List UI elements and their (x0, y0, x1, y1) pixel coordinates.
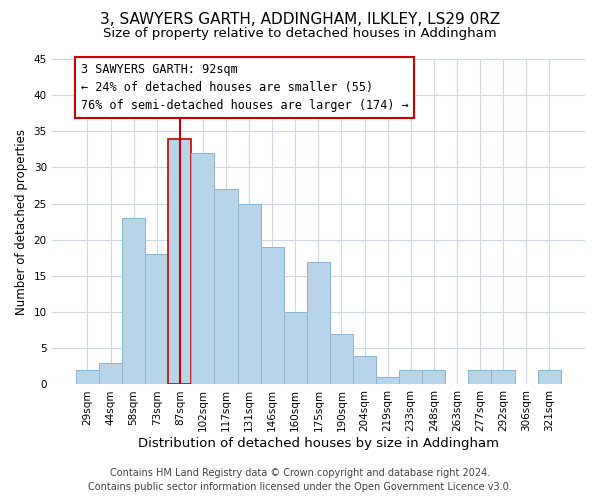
Bar (99, 363, 122, 384)
Bar (284, 312, 307, 384)
Text: 3 SAWYERS GARTH: 92sqm
← 24% of detached houses are smaller (55)
76% of semi-det: 3 SAWYERS GARTH: 92sqm ← 24% of detached… (80, 62, 408, 112)
Text: Contains HM Land Registry data © Crown copyright and database right 2024.
Contai: Contains HM Land Registry data © Crown c… (88, 468, 512, 492)
X-axis label: Distribution of detached houses by size in Addingham: Distribution of detached houses by size … (138, 437, 499, 450)
Bar (353, 356, 376, 384)
Bar (260, 247, 284, 384)
Bar (238, 204, 260, 384)
Y-axis label: Number of detached properties: Number of detached properties (15, 128, 28, 314)
Bar (191, 153, 214, 384)
Bar (76, 370, 99, 384)
Bar (168, 138, 191, 384)
Bar (538, 370, 561, 384)
Bar (469, 370, 491, 384)
Bar (376, 377, 399, 384)
Bar (330, 334, 353, 384)
Bar (422, 370, 445, 384)
Bar (399, 370, 422, 384)
Bar (122, 218, 145, 384)
Bar (491, 370, 515, 384)
Text: Size of property relative to detached houses in Addingham: Size of property relative to detached ho… (103, 28, 497, 40)
Bar (145, 254, 168, 384)
Bar (214, 189, 238, 384)
Bar (307, 262, 330, 384)
Text: 3, SAWYERS GARTH, ADDINGHAM, ILKLEY, LS29 0RZ: 3, SAWYERS GARTH, ADDINGHAM, ILKLEY, LS2… (100, 12, 500, 28)
